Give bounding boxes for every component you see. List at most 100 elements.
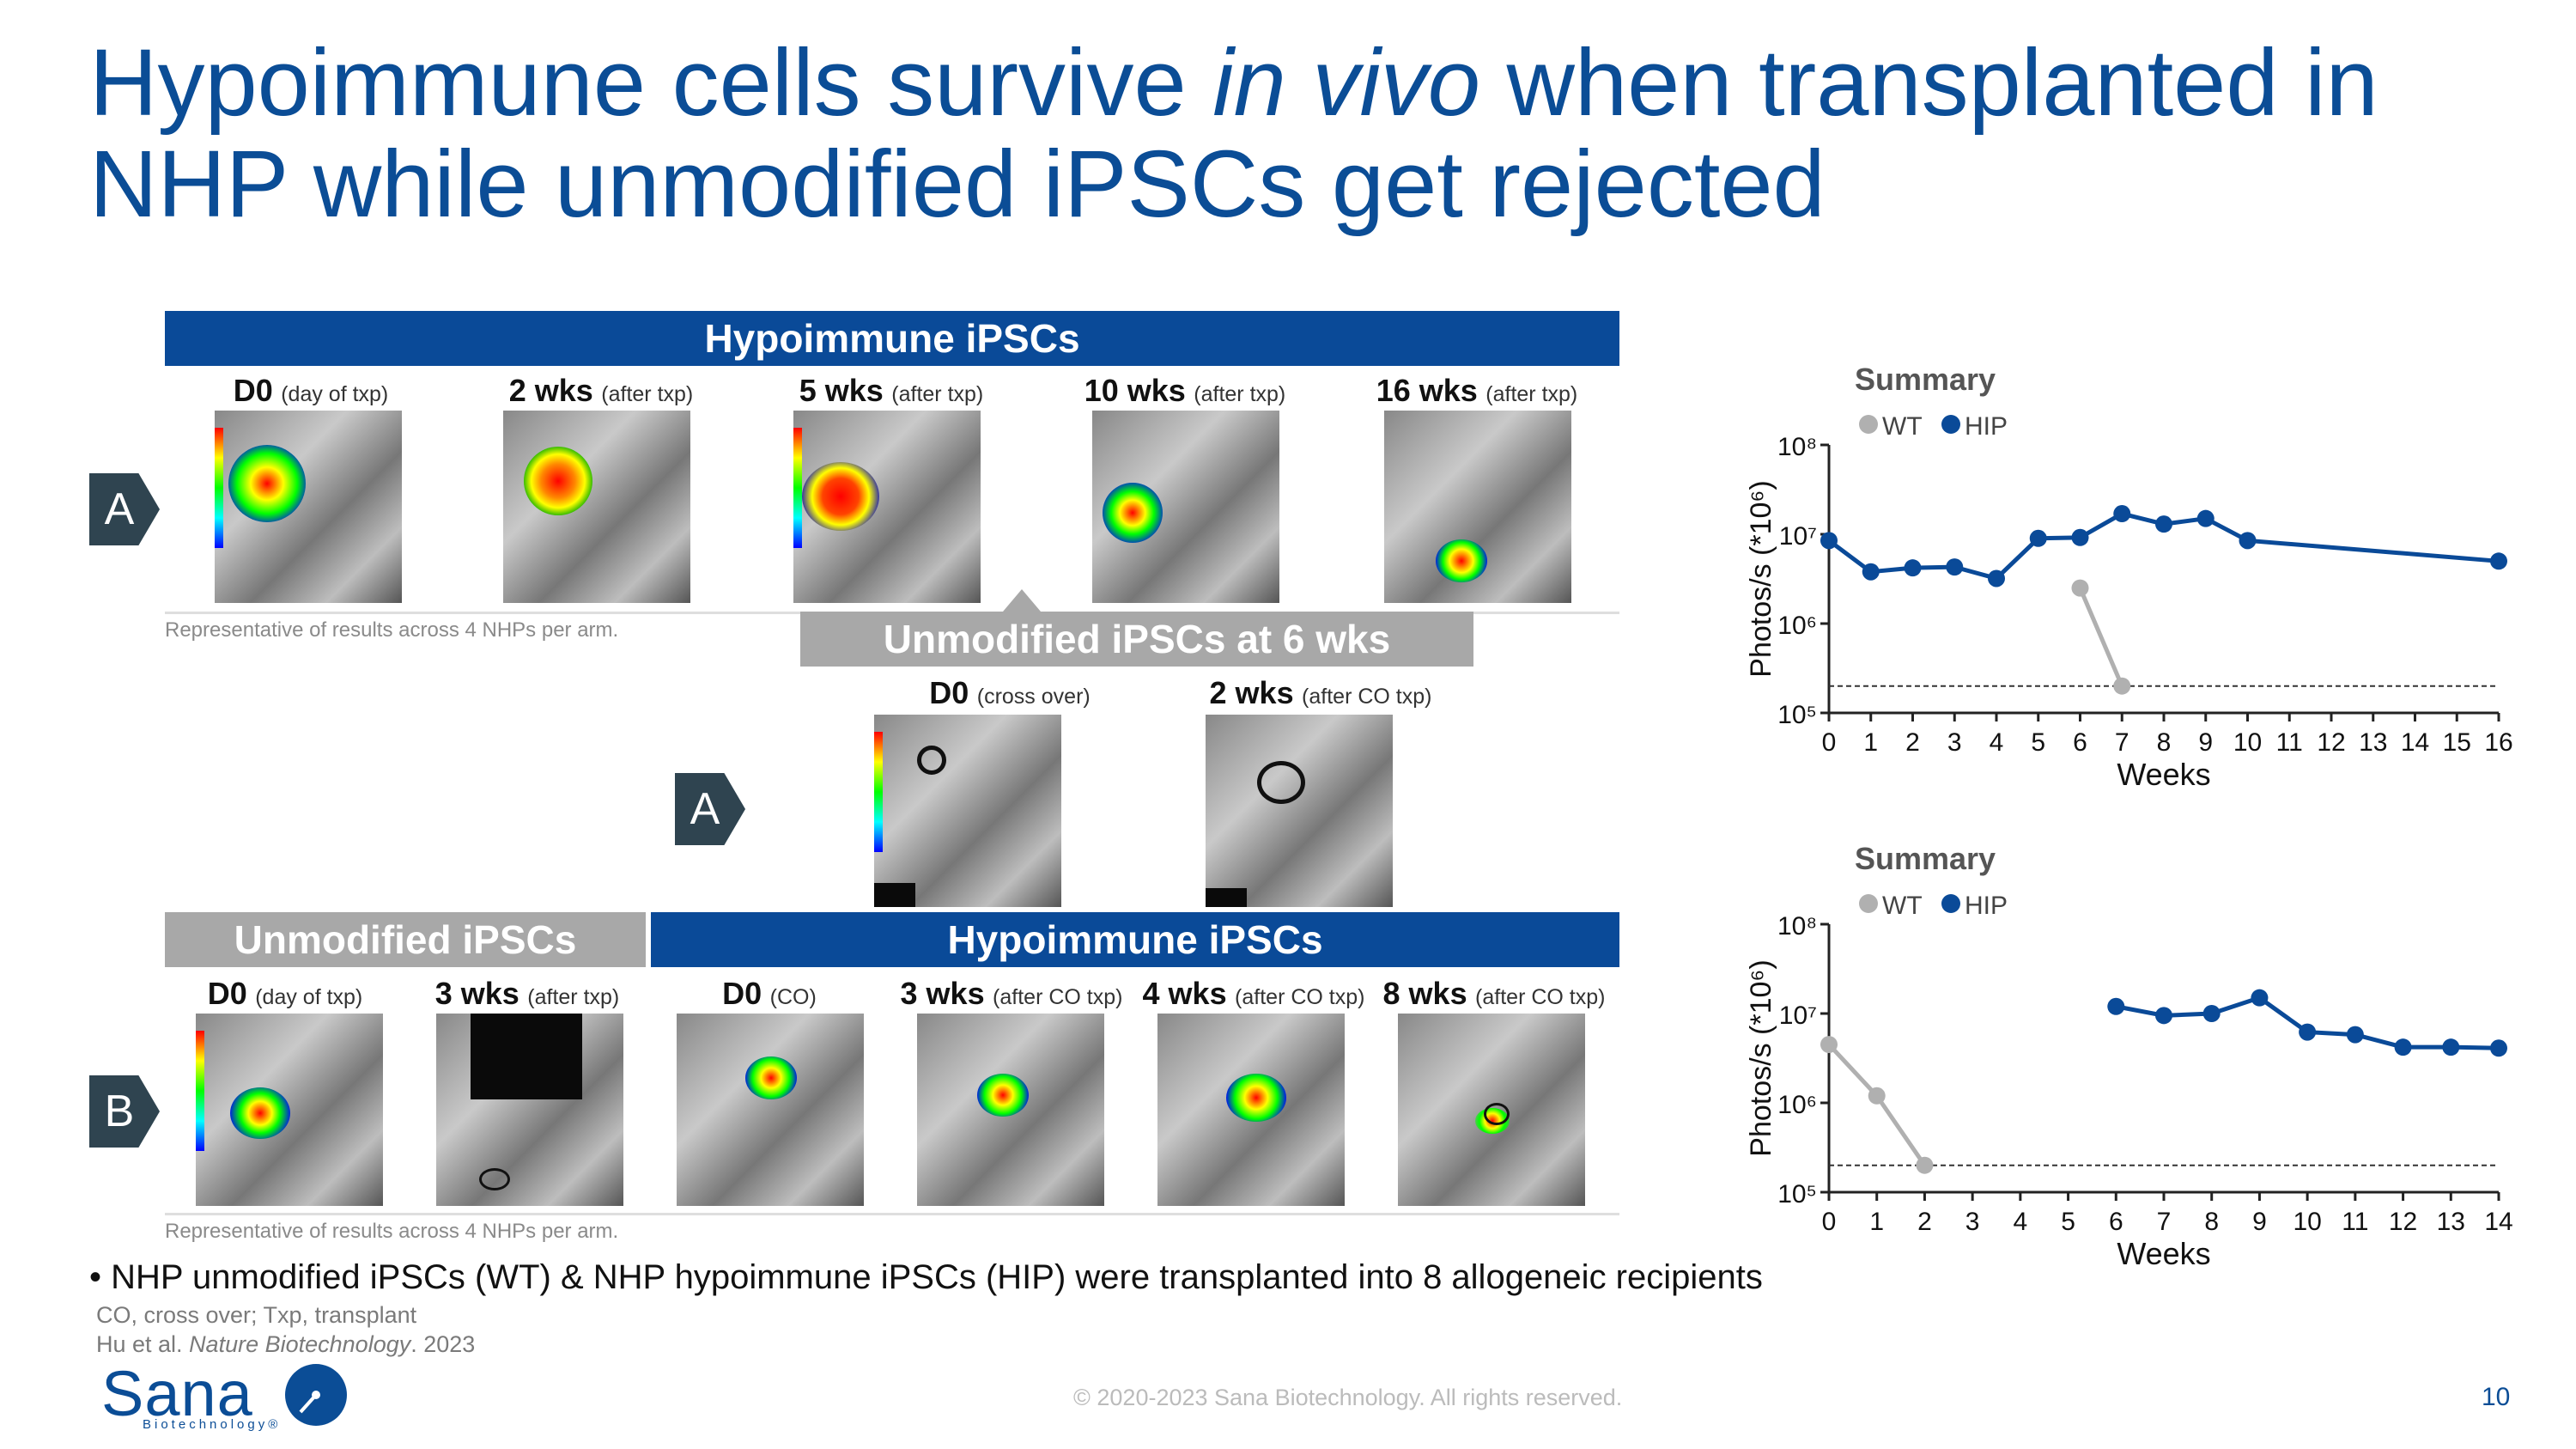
- x-tick-label: 4: [1990, 728, 2004, 757]
- data-point-hip: [2071, 528, 2089, 546]
- timepoint-label: 3 wks (after CO txp): [900, 976, 1123, 1011]
- data-point-hip: [2299, 1023, 2317, 1041]
- x-tick-label: 9: [2252, 1208, 2267, 1236]
- chart-title: Summary: [1855, 362, 1996, 397]
- data-point-hip: [1946, 558, 1964, 576]
- data-point-hip: [2202, 1005, 2221, 1022]
- x-axis-label: Weeks: [2117, 1236, 2210, 1271]
- legend-label: WT: [1882, 412, 1923, 441]
- x-axis-label: Weeks: [2117, 757, 2210, 792]
- x-tick-label: 14: [2401, 728, 2429, 757]
- x-tick-label: 4: [2014, 1208, 2028, 1236]
- abbreviations: CO, cross over; Txp, transplant: [96, 1302, 417, 1328]
- x-tick-label: 2: [1905, 728, 1920, 757]
- bullet-text: • NHP unmodified iPSCs (WT) & NHP hypoim…: [89, 1258, 1763, 1296]
- panel-badge: A: [675, 773, 745, 845]
- x-tick-label: 1: [1863, 728, 1878, 757]
- data-point-hip: [2029, 529, 2047, 547]
- data-point-hip: [2155, 515, 2172, 533]
- timepoint-label: 10 wks (after txp): [1084, 373, 1286, 408]
- callout-arrow: [1003, 589, 1041, 612]
- x-tick-label: 6: [2073, 728, 2087, 757]
- data-point-hip: [2239, 532, 2257, 550]
- x-tick-label: 11: [2342, 1208, 2368, 1236]
- x-tick-label: 10: [2293, 1208, 2321, 1236]
- legend-marker: [1941, 894, 1960, 913]
- panel-b-header-unmodified: Unmodified iPSCs: [165, 912, 646, 967]
- logo-subtitle: Biotechnology®: [143, 1417, 282, 1432]
- panel-a2-header: Unmodified iPSCs at 6 wks: [800, 612, 1473, 667]
- legend-label: WT: [1882, 892, 1923, 920]
- data-point-hip: [1820, 532, 1838, 550]
- x-tick-label: 1: [1869, 1208, 1884, 1236]
- x-tick-label: 9: [2198, 728, 2213, 757]
- timepoint-label: D0 (day of txp): [207, 976, 363, 1011]
- y-axis-label: Photos/s (*10⁶): [1745, 959, 1777, 1156]
- data-point-wt: [1916, 1156, 1934, 1174]
- ivis-image: [215, 411, 402, 603]
- ivis-image: [503, 411, 690, 603]
- ivis-image: [1157, 1014, 1345, 1206]
- panel-badge: B: [89, 1075, 160, 1148]
- legend-label: HIP: [1965, 892, 2008, 920]
- x-tick-label: 14: [2484, 1208, 2512, 1236]
- x-tick-label: 7: [2157, 1208, 2172, 1236]
- y-tick-label: 10⁷: [1779, 1002, 1817, 1030]
- data-point-wt: [2113, 677, 2131, 695]
- data-point-hip: [2490, 552, 2507, 570]
- ivis-image: [793, 411, 981, 603]
- data-point-wt: [1820, 1036, 1838, 1054]
- ivis-image: [874, 715, 1061, 907]
- x-tick-label: 8: [2157, 728, 2172, 757]
- ivis-image: [436, 1014, 623, 1206]
- ivis-image: [1384, 411, 1571, 603]
- y-tick-label: 10⁵: [1777, 701, 1817, 729]
- x-tick-label: 3: [1947, 728, 1962, 757]
- data-point-hip: [2490, 1039, 2507, 1057]
- y-tick-label: 10⁶: [1777, 612, 1817, 640]
- y-tick-label: 10⁸: [1777, 912, 1817, 941]
- ivis-image: [1092, 411, 1279, 603]
- x-tick-label: 8: [2204, 1208, 2219, 1236]
- logo-wordmark: Sana: [101, 1358, 253, 1429]
- y-tick-label: 10⁷: [1779, 522, 1817, 551]
- data-point-hip: [2196, 509, 2215, 527]
- ivis-image: [1206, 715, 1393, 907]
- copyright: © 2020-2023 Sana Biotechnology. All righ…: [1073, 1385, 1623, 1410]
- footnote: Representative of results across 4 NHPs …: [165, 618, 619, 642]
- panel-a-header: Hypoimmune iPSCs: [165, 311, 1619, 366]
- chart-title: Summary: [1855, 841, 1996, 876]
- timepoint-label: 2 wks (after CO txp): [1209, 675, 1432, 710]
- x-tick-label: 2: [1917, 1208, 1932, 1236]
- data-point-hip: [2107, 997, 2125, 1015]
- x-tick-label: 0: [1822, 1208, 1837, 1236]
- ivis-image: [917, 1014, 1104, 1206]
- series-line-wt: [1827, 1043, 1927, 1167]
- page-title: Hypoimmune cells survive in vivo when tr…: [89, 30, 2379, 237]
- panel-b-header-hypoimmune: Hypoimmune iPSCs: [651, 912, 1619, 967]
- data-point-hip: [2251, 989, 2269, 1007]
- sana-logo: Sana Biotechnology®: [101, 1357, 359, 1434]
- x-tick-label: 0: [1822, 728, 1837, 757]
- x-tick-label: 15: [2443, 728, 2471, 757]
- ivis-image: [677, 1014, 864, 1206]
- data-point-hip: [2113, 505, 2131, 523]
- x-tick-label: 5: [2031, 728, 2045, 757]
- legend-label: HIP: [1965, 412, 2008, 441]
- x-tick-label: 12: [2317, 728, 2345, 757]
- y-tick-label: 10⁵: [1777, 1180, 1817, 1209]
- series-line-wt: [2078, 587, 2124, 687]
- timepoint-label: 16 wks (after txp): [1376, 373, 1578, 408]
- timepoint-label: D0 (day of txp): [233, 373, 389, 408]
- x-tick-label: 7: [2115, 728, 2129, 757]
- page-number: 10: [2482, 1383, 2511, 1411]
- x-tick-label: 3: [1965, 1208, 1980, 1236]
- citation: Hu et al. Nature Biotechnology. 2023: [96, 1331, 476, 1357]
- data-point-hip: [1988, 569, 2005, 588]
- data-point-wt: [1868, 1087, 1886, 1105]
- x-tick-label: 11: [2276, 728, 2303, 757]
- y-tick-label: 10⁸: [1777, 433, 1817, 461]
- data-point-wt: [2071, 579, 2089, 597]
